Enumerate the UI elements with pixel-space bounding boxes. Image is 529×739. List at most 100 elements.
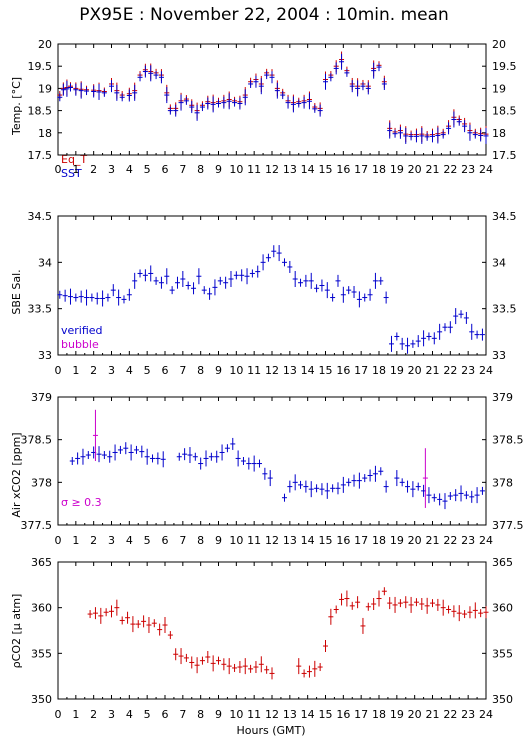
data-point [135,620,141,629]
data-point [346,478,352,487]
x-tick-label: 21 [426,364,440,377]
x-tick-label: 18 [372,534,386,547]
data-point [116,289,122,306]
data-point [114,599,120,616]
data-point [112,444,118,461]
series--0-3 [69,437,485,510]
data-point [221,96,227,109]
data-point [205,650,211,663]
data-point [57,93,63,102]
y-tick-label: 379 [31,391,52,404]
x-tick-label: 11 [247,534,261,547]
data-point [317,104,323,117]
x-tick-label: 8 [197,534,204,547]
y-tick-label-right: 377.5 [492,519,524,532]
y-tick-label: 17.5 [28,149,53,162]
x-tick-label: 5 [144,163,151,176]
data-point [92,409,98,461]
x-tick-label: 7 [179,364,186,377]
data-point [303,274,309,287]
x-tick-label: 1 [72,163,79,176]
x-tick-label: 4 [126,708,133,721]
data-point [258,656,264,673]
data-point [419,598,425,611]
data-point [371,598,377,611]
data-point [228,271,234,288]
data-point [298,480,304,489]
series--0-3 [92,409,428,508]
x-tick-label: 20 [408,163,422,176]
y-tick-label: 19.5 [28,60,53,73]
data-point [281,493,287,502]
x-tick-label: 12 [265,364,279,377]
data-point [240,457,246,465]
y-tick-label: 33.5 [28,303,53,316]
x-tick-label: 11 [247,364,261,377]
data-point [208,452,214,461]
data-point [287,260,293,273]
data-point [258,78,264,95]
legend-eq-t: Eq_T [61,153,87,166]
data-point [351,474,357,487]
data-point [132,84,138,101]
data-point [365,602,371,611]
y-tick-label-right: 34.5 [492,210,517,223]
y-tick-label-right: 19.5 [492,60,517,73]
x-tick-label: 22 [443,708,457,721]
data-point [376,590,382,607]
data-point [319,483,325,496]
data-point [324,482,330,499]
x-tick-label: 23 [461,534,475,547]
data-point [242,89,248,106]
data-point [237,661,243,674]
data-point [110,284,116,297]
panel-pco2-plot: 0 1 2 3 4 5 6 7 8 9 10 11 12 13 14 15 16 17 18 19 20 21 22 23 24… [31,556,513,721]
y-tick-label: 355 [31,647,52,660]
data-point [280,91,286,100]
panel-pco2: ρCO2 [μ atm] [10,594,23,669]
data-point [128,444,134,461]
data-point [217,276,223,285]
data-point [281,258,287,267]
data-point [187,447,193,464]
data-point [424,597,430,614]
data-point [397,599,403,608]
x-tick-label: 17 [354,163,368,176]
series-sst [57,53,489,144]
y-tick-label-right: 34 [492,256,506,269]
data-point [73,293,79,302]
data-point [117,445,123,454]
data-point [456,117,462,126]
data-point [424,132,430,141]
x-tick-label: 15 [319,708,333,721]
data-point [292,271,298,288]
data-point [447,321,453,334]
data-point [392,129,398,138]
x-tick-label: 19 [390,534,404,547]
data-point [183,653,189,662]
data-point [437,323,443,340]
data-point [267,470,273,487]
x-tick-label: 6 [162,708,169,721]
data-point [306,93,312,110]
x-tick-label: 5 [144,364,151,377]
data-point [276,245,282,262]
data-point [194,104,200,121]
x-tick-label: 11 [247,708,261,721]
data-point [383,291,389,304]
data-point [155,452,161,465]
data-point [130,616,136,633]
data-point [340,476,346,493]
data-point [271,245,277,258]
data-point [426,332,432,341]
data-point [456,605,462,622]
data-point [162,617,168,634]
x-tick-label: 3 [108,163,115,176]
data-point [349,80,355,93]
x-tick-label: 9 [215,708,222,721]
data-point [381,77,387,90]
y-tick-label-right: 360 [492,602,513,615]
data-point [100,290,106,307]
data-point [226,93,232,110]
data-point [269,667,275,680]
